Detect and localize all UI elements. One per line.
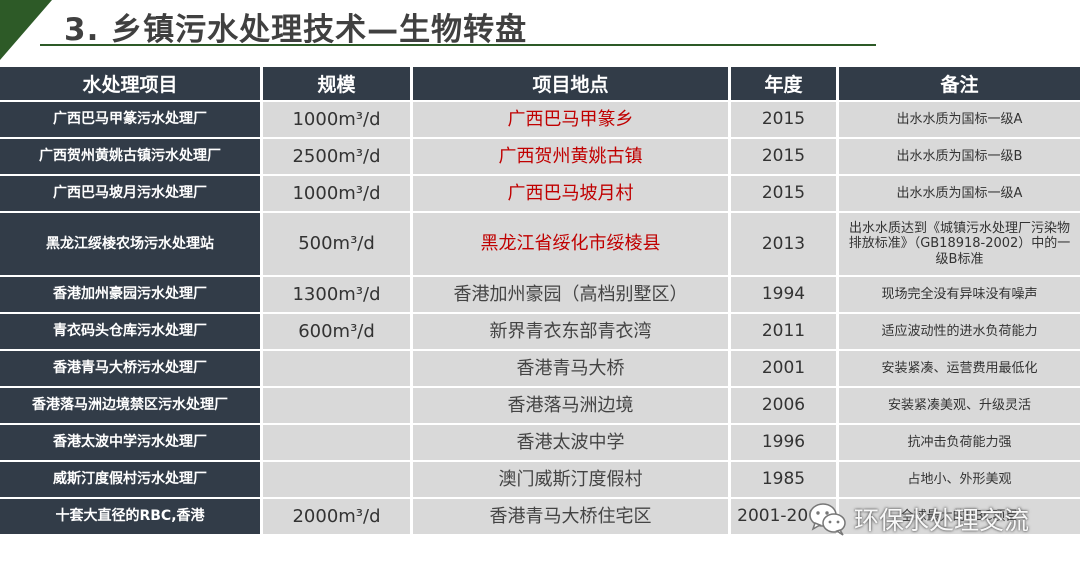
project-location: 广西巴马坡月村	[410, 176, 728, 211]
project-scale	[260, 425, 410, 460]
project-scale	[260, 388, 410, 423]
project-scale: 2000m³/d	[260, 499, 410, 534]
project-note: 出水水质为国标一级B	[836, 139, 1080, 174]
header-note: 备注	[836, 67, 1080, 100]
title-underline	[40, 44, 876, 46]
project-location: 香港太波中学	[410, 425, 728, 460]
project-scale	[260, 351, 410, 386]
project-year: 2015	[728, 102, 836, 137]
table-row: 香港青马大桥污水处理厂 香港青马大桥 2001 安装紧凑、运营费用最低化	[0, 351, 1080, 386]
project-location: 新界青衣东部青衣湾	[410, 314, 728, 349]
project-name: 十套大直径的RBC,香港	[0, 499, 260, 534]
project-name: 威斯汀度假村污水处理厂	[0, 462, 260, 497]
project-year: 2011	[728, 314, 836, 349]
table-row: 香港太波中学污水处理厂 香港太波中学 1996 抗冲击负荷能力强	[0, 425, 1080, 460]
project-name: 广西巴马甲篆污水处理厂	[0, 102, 260, 137]
project-name: 香港太波中学污水处理厂	[0, 425, 260, 460]
project-location: 广西贺州黄姚古镇	[410, 139, 728, 174]
project-note: 出水水质为国标一级A	[836, 102, 1080, 137]
project-scale: 2500m³/d	[260, 139, 410, 174]
project-scale: 500m³/d	[260, 213, 410, 275]
table-header-row: 水处理项目 规模 项目地点 年度 备注	[0, 67, 1080, 100]
watermark: 环保水处理交流	[808, 497, 1029, 541]
project-name: 香港落马洲边境禁区污水处理厂	[0, 388, 260, 423]
project-note: 出水水质为国标一级A	[836, 176, 1080, 211]
project-scale	[260, 462, 410, 497]
project-location: 香港青马大桥住宅区	[410, 499, 728, 534]
project-location: 香港落马洲边境	[410, 388, 728, 423]
project-note: 占地小、外形美观	[836, 462, 1080, 497]
header-scale: 规模	[260, 67, 410, 100]
project-name: 香港青马大桥污水处理厂	[0, 351, 260, 386]
project-note: 安装紧凑美观、升级灵活	[836, 388, 1080, 423]
project-note: 出水水质达到《城镇污水处理厂污染物排放标准》（GB18918-2002）中的一级…	[836, 213, 1080, 275]
header-year: 年度	[728, 67, 836, 100]
project-name: 黑龙江绥棱农场污水处理站	[0, 213, 260, 275]
projects-table: 水处理项目 规模 项目地点 年度 备注 广西巴马甲篆污水处理厂 1000m³/d…	[0, 65, 1080, 536]
project-name: 广西巴马坡月污水处理厂	[0, 176, 260, 211]
project-year: 2001	[728, 351, 836, 386]
project-year: 1994	[728, 277, 836, 312]
project-year: 2015	[728, 176, 836, 211]
project-year: 1996	[728, 425, 836, 460]
project-note: 适应波动性的进水负荷能力	[836, 314, 1080, 349]
project-location: 澳门威斯汀度假村	[410, 462, 728, 497]
project-scale: 1000m³/d	[260, 102, 410, 137]
table-row: 香港加州豪园污水处理厂 1300m³/d 香港加州豪园（高档别墅区） 1994 …	[0, 277, 1080, 312]
project-scale: 1000m³/d	[260, 176, 410, 211]
project-year: 2015	[728, 139, 836, 174]
slide-title: 3. 乡镇污水处理技术—生物转盘	[64, 12, 528, 48]
project-name: 香港加州豪园污水处理厂	[0, 277, 260, 312]
project-note: 抗冲击负荷能力强	[836, 425, 1080, 460]
project-location: 黑龙江省绥化市绥棱县	[410, 213, 728, 275]
table-row: 威斯汀度假村污水处理厂 澳门威斯汀度假村 1985 占地小、外形美观	[0, 462, 1080, 497]
project-year: 2006	[728, 388, 836, 423]
table-row: 黑龙江绥棱农场污水处理站 500m³/d 黑龙江省绥化市绥棱县 2013 出水水…	[0, 213, 1080, 275]
project-location: 香港加州豪园（高档别墅区）	[410, 277, 728, 312]
project-scale: 600m³/d	[260, 314, 410, 349]
project-location: 香港青马大桥	[410, 351, 728, 386]
project-note: 安装紧凑、运营费用最低化	[836, 351, 1080, 386]
project-note: 现场完全没有异味没有噪声	[836, 277, 1080, 312]
table-row: 广西巴马坡月污水处理厂 1000m³/d 广西巴马坡月村 2015 出水水质为国…	[0, 176, 1080, 211]
project-name: 广西贺州黄姚古镇污水处理厂	[0, 139, 260, 174]
header-location: 项目地点	[410, 67, 728, 100]
header-project: 水处理项目	[0, 67, 260, 100]
project-location: 广西巴马甲篆乡	[410, 102, 728, 137]
project-scale: 1300m³/d	[260, 277, 410, 312]
slide-header: 3. 乡镇污水处理技术—生物转盘	[0, 0, 1080, 60]
wechat-icon	[809, 503, 846, 536]
watermark-text: 环保水处理交流	[854, 506, 1030, 535]
project-year: 1985	[728, 462, 836, 497]
table-row: 香港落马洲边境禁区污水处理厂 香港落马洲边境 2006 安装紧凑美观、升级灵活	[0, 388, 1080, 423]
corner-accent	[0, 0, 52, 60]
table-row: 青衣码头仓库污水处理厂 600m³/d 新界青衣东部青衣湾 2011 适应波动性…	[0, 314, 1080, 349]
project-year: 2013	[728, 213, 836, 275]
project-name: 青衣码头仓库污水处理厂	[0, 314, 260, 349]
table-row: 广西巴马甲篆污水处理厂 1000m³/d 广西巴马甲篆乡 2015 出水水质为国…	[0, 102, 1080, 137]
table-row: 广西贺州黄姚古镇污水处理厂 2500m³/d 广西贺州黄姚古镇 2015 出水水…	[0, 139, 1080, 174]
